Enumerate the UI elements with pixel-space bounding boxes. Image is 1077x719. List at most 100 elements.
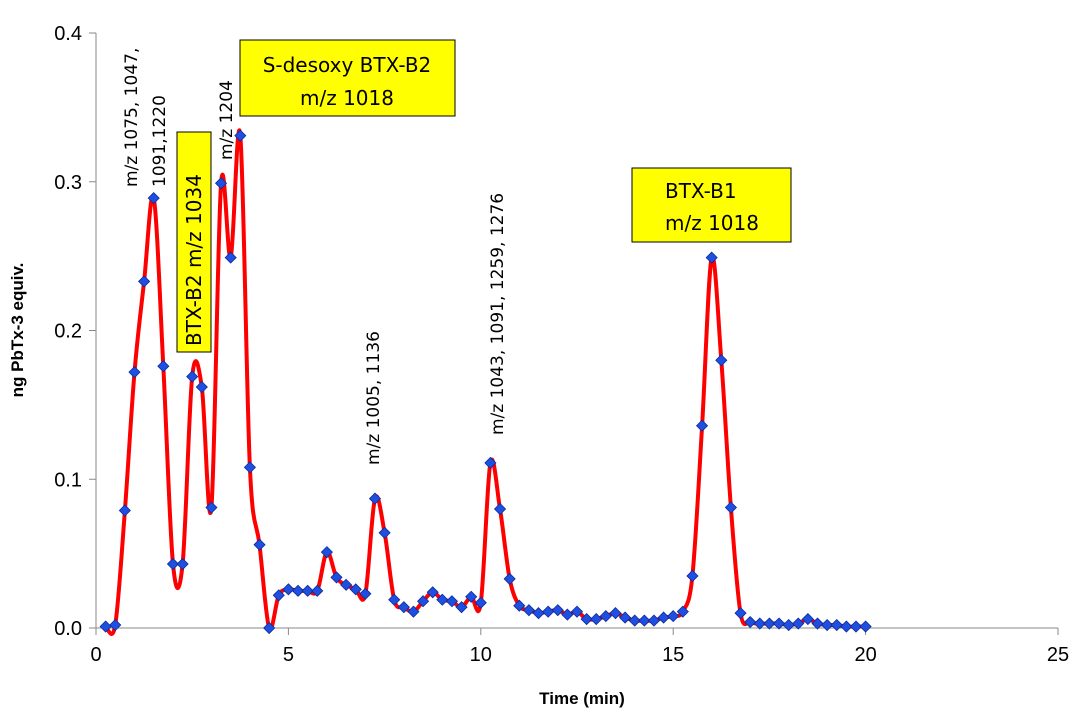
data-point-marker	[503, 572, 516, 585]
box-btx-b2: BTX-B2 m/z 1034	[176, 131, 212, 353]
data-point-marker	[224, 251, 237, 264]
data-point-marker	[99, 620, 112, 633]
x-tick-label: 25	[1047, 644, 1069, 666]
data-point-marker	[695, 419, 709, 432]
x-axis-title: Time (min)	[539, 689, 625, 708]
ticks: 0.0 0.1 0.2 0.3 0.4 0 5 10 15 20 25	[54, 23, 1069, 666]
data-point-marker	[561, 608, 574, 621]
data-point-marker	[291, 584, 305, 597]
data-point-marker	[147, 192, 160, 205]
data-point-marker	[753, 617, 766, 630]
x-tick-label: 10	[470, 644, 492, 666]
data-point-marker	[484, 456, 497, 469]
data-point-marker	[542, 605, 555, 618]
data-point-marker	[580, 613, 593, 626]
box-btx-b1-bg	[631, 167, 792, 243]
data-point-marker	[782, 618, 795, 632]
y-tick-label: 0.1	[54, 469, 82, 491]
data-point-marker	[186, 370, 199, 383]
data-point-marker	[128, 366, 141, 379]
data-point-marker	[176, 557, 189, 571]
data-point-marker	[705, 251, 718, 264]
data-point-marker	[570, 605, 584, 618]
data-point-marker	[801, 613, 814, 626]
data-point-marker	[138, 275, 151, 288]
x-tick-label: 20	[854, 644, 876, 666]
data-point-marker	[157, 360, 170, 373]
peak-annotation: 1091,1220	[150, 95, 170, 187]
data-point-marker	[330, 571, 343, 584]
data-point-marker	[445, 595, 459, 608]
data-point-marker	[513, 599, 526, 612]
data-point-marker	[599, 610, 612, 623]
peak-annotation: m/z 1005, 1136	[364, 331, 384, 465]
box-btx-b1-line1: BTX-B1	[665, 179, 737, 203]
data-point-marker	[628, 614, 641, 627]
data-point-marker	[667, 610, 680, 623]
x-tick-label: 15	[662, 644, 684, 666]
data-point-marker	[724, 501, 737, 514]
data-point-marker	[619, 611, 632, 624]
data-point-marker	[647, 614, 661, 627]
data-point-marker	[195, 380, 208, 394]
box-btx-b1: BTX-B1 m/z 1018	[631, 167, 792, 243]
data-point-marker	[118, 504, 131, 517]
data-point-marker	[792, 617, 805, 630]
y-tick-label: 0.3	[54, 172, 82, 194]
data-point-marker	[859, 620, 872, 633]
data-point-marker	[522, 604, 535, 617]
data-point-marker	[253, 538, 266, 551]
data-point-marker	[849, 620, 863, 633]
data-point-marker	[378, 526, 391, 539]
data-point-marker	[821, 618, 834, 632]
data-point-marker	[590, 613, 603, 626]
markers-group	[99, 129, 872, 635]
data-point-marker	[840, 620, 853, 633]
data-point-marker	[638, 614, 651, 627]
y-tick-label: 0.0	[54, 618, 82, 640]
data-point-marker	[359, 587, 372, 600]
data-point-marker	[436, 593, 449, 606]
data-point-marker	[763, 617, 776, 630]
box-s-desoxy: S-desoxy BTX-B2 m/z 1018	[239, 39, 456, 117]
data-point-marker	[465, 590, 478, 603]
data-point-marker	[272, 589, 285, 602]
y-tick-label: 0.4	[54, 23, 82, 45]
data-point-marker	[734, 607, 747, 620]
box-s-desoxy-line1: S-desoxy BTX-B2	[263, 53, 432, 77]
data-point-marker	[368, 492, 382, 505]
data-point-marker	[772, 617, 786, 630]
box-s-desoxy-line2: m/z 1018	[300, 86, 394, 110]
box-s-desoxy-bg	[239, 39, 456, 117]
data-point-marker	[166, 557, 180, 571]
data-point-marker	[676, 605, 689, 618]
data-point-marker	[320, 546, 333, 559]
data-point-marker	[657, 611, 670, 624]
box-btx-b1-line2: m/z 1018	[665, 211, 759, 235]
data-point-marker	[407, 605, 420, 618]
axes	[95, 33, 1058, 629]
data-point-marker	[349, 583, 362, 596]
data-point-marker	[109, 618, 122, 632]
data-point-marker	[311, 584, 324, 597]
y-axis-title: ng PbTx-3 equiv.	[8, 263, 27, 398]
annotations-group: m/z 1075, 1047, 1091,1220 m/z 1204 m/z 1005…	[122, 48, 508, 465]
data-point-marker	[417, 595, 430, 608]
data-point-marker	[397, 601, 410, 614]
peak-annotation: m/z 1204	[217, 80, 237, 160]
x-tick-label: 0	[90, 644, 101, 666]
data-point-marker	[715, 354, 728, 367]
data-point-marker	[532, 607, 545, 620]
data-point-marker	[243, 461, 256, 474]
x-tick-label: 5	[283, 644, 294, 666]
data-point-marker	[301, 584, 314, 597]
peak-annotation: m/z 1043, 1091, 1259, 1276	[488, 193, 508, 435]
box-btx-b2-text: BTX-B2 m/z 1034	[182, 174, 206, 346]
data-point-marker	[474, 596, 487, 609]
data-point-marker	[830, 618, 843, 632]
data-point-marker	[551, 604, 564, 617]
data-point-marker	[214, 177, 228, 190]
data-point-marker	[493, 502, 507, 516]
